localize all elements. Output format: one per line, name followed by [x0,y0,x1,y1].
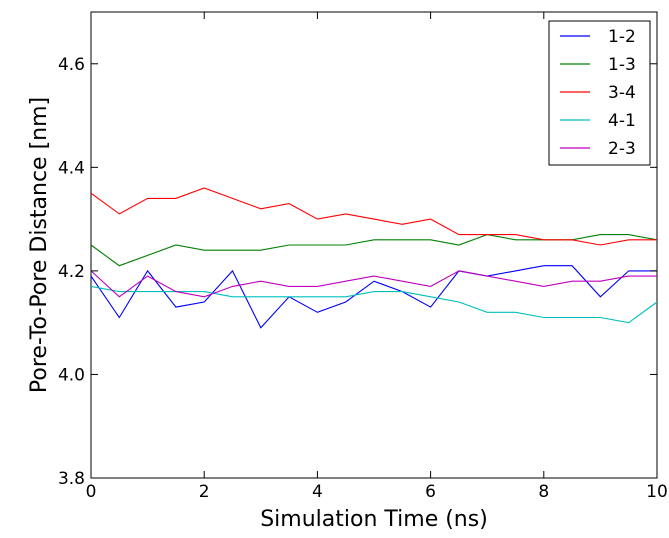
y-tick-label: 3.8 [58,469,85,489]
y-tick-label: 4.0 [58,365,85,385]
x-tick-label: 4 [312,482,323,502]
x-tick-label: 0 [86,482,97,502]
x-axis-label: Simulation Time (ns) [260,507,488,532]
y-tick-label: 4.6 [58,55,85,75]
legend-label-3-4: 3-4 [608,83,636,103]
x-tick-label: 10 [646,482,668,502]
x-tick-label: 6 [425,482,436,502]
y-tick-label: 4.4 [58,158,85,178]
ticks-layer: 0 2 4 6 8 10 3.8 4.0 4.2 4.4 4.6 [58,12,668,502]
x-tick-label: 8 [538,482,549,502]
series-layer [90,187,658,329]
series-line-4-1 [90,285,658,324]
legend-label-1-3: 1-3 [608,55,636,75]
x-tick-label: 2 [199,482,210,502]
legend-label-2-3: 2-3 [608,139,636,159]
legend-label-4-1: 4-1 [608,111,636,131]
series-line-2-3 [90,270,657,298]
series-line-3-4 [90,187,657,246]
y-tick-label: 4.2 [58,262,85,282]
y-axis-label: Pore-To-Pore Distance [nm] [27,97,52,393]
series-line-1-2 [90,265,657,329]
legend: 1-2 1-3 3-4 4-1 2-3 [548,20,651,166]
legend-box [548,20,651,166]
legend-label-1-2: 1-2 [608,27,636,47]
